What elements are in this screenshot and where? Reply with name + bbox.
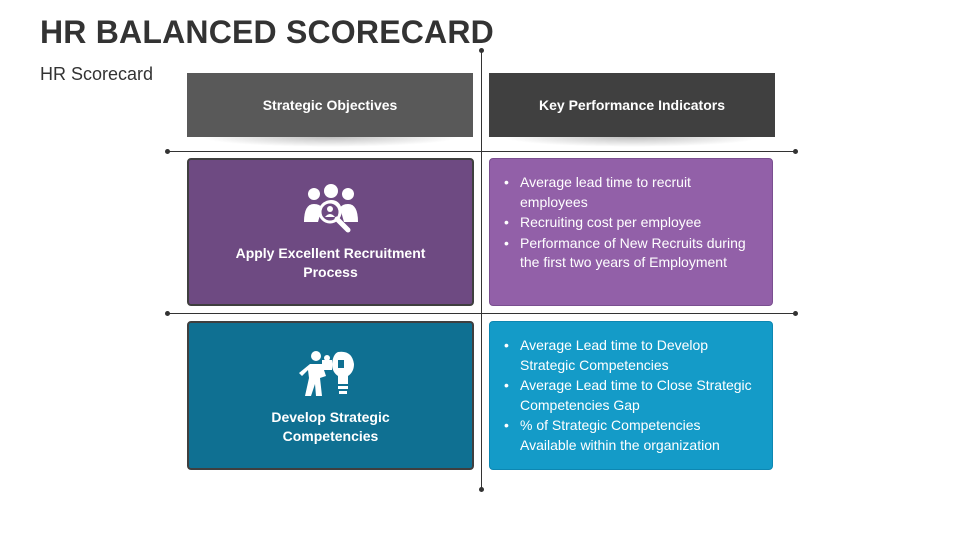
kpi-item: Performance of New Recruits during the f… [504, 234, 752, 273]
kpi-item: % of Strategic Competencies Available wi… [504, 416, 752, 455]
vertical-axis-line [481, 50, 482, 490]
horizontal-divider-line [167, 313, 795, 314]
axis-end-dot [793, 149, 798, 154]
kpi-item: Average Lead time to Develop Strategic C… [504, 336, 752, 375]
objective-label: Apply Excellent Recruitment Process [235, 245, 426, 280]
kpi-item: Average lead time to recruit employees [504, 173, 752, 212]
axis-end-dot [165, 311, 170, 316]
axis-end-dot [479, 487, 484, 492]
axis-end-dot [479, 48, 484, 53]
kpi-item: Average Lead time to Close Strategic Com… [504, 376, 752, 415]
puzzle-lightbulb-icon [298, 350, 354, 396]
kpi-card-recruitment: Average lead time to recruit employees R… [489, 158, 773, 306]
header-label: Key Performance Indicators [539, 97, 725, 113]
kpi-list: Average Lead time to Develop Strategic C… [504, 336, 752, 455]
header-shadow [502, 137, 762, 147]
header-label: Strategic Objectives [262, 97, 398, 113]
page-subtitle: HR Scorecard [40, 64, 154, 84]
axis-end-dot [793, 311, 798, 316]
header-shadow [200, 137, 460, 147]
recruitment-search-icon [303, 184, 358, 233]
kpi-card-competencies: Average Lead time to Develop Strategic C… [489, 321, 773, 470]
header-strategic-objectives: Strategic Objectives [187, 73, 473, 137]
objective-label: Develop Strategic Competencies [271, 408, 390, 444]
objective-card-recruitment: Apply Excellent Recruitment Process [187, 158, 474, 306]
objective-card-competencies: Develop Strategic Competencies [187, 321, 474, 470]
kpi-list: Average lead time to recruit employees R… [504, 173, 752, 273]
page-title: HR BALANCED SCORECARD [40, 14, 494, 50]
horizontal-divider-line [167, 151, 795, 152]
header-key-performance-indicators: Key Performance Indicators [489, 73, 775, 137]
kpi-item: Recruiting cost per employee [504, 213, 752, 233]
axis-end-dot [165, 149, 170, 154]
